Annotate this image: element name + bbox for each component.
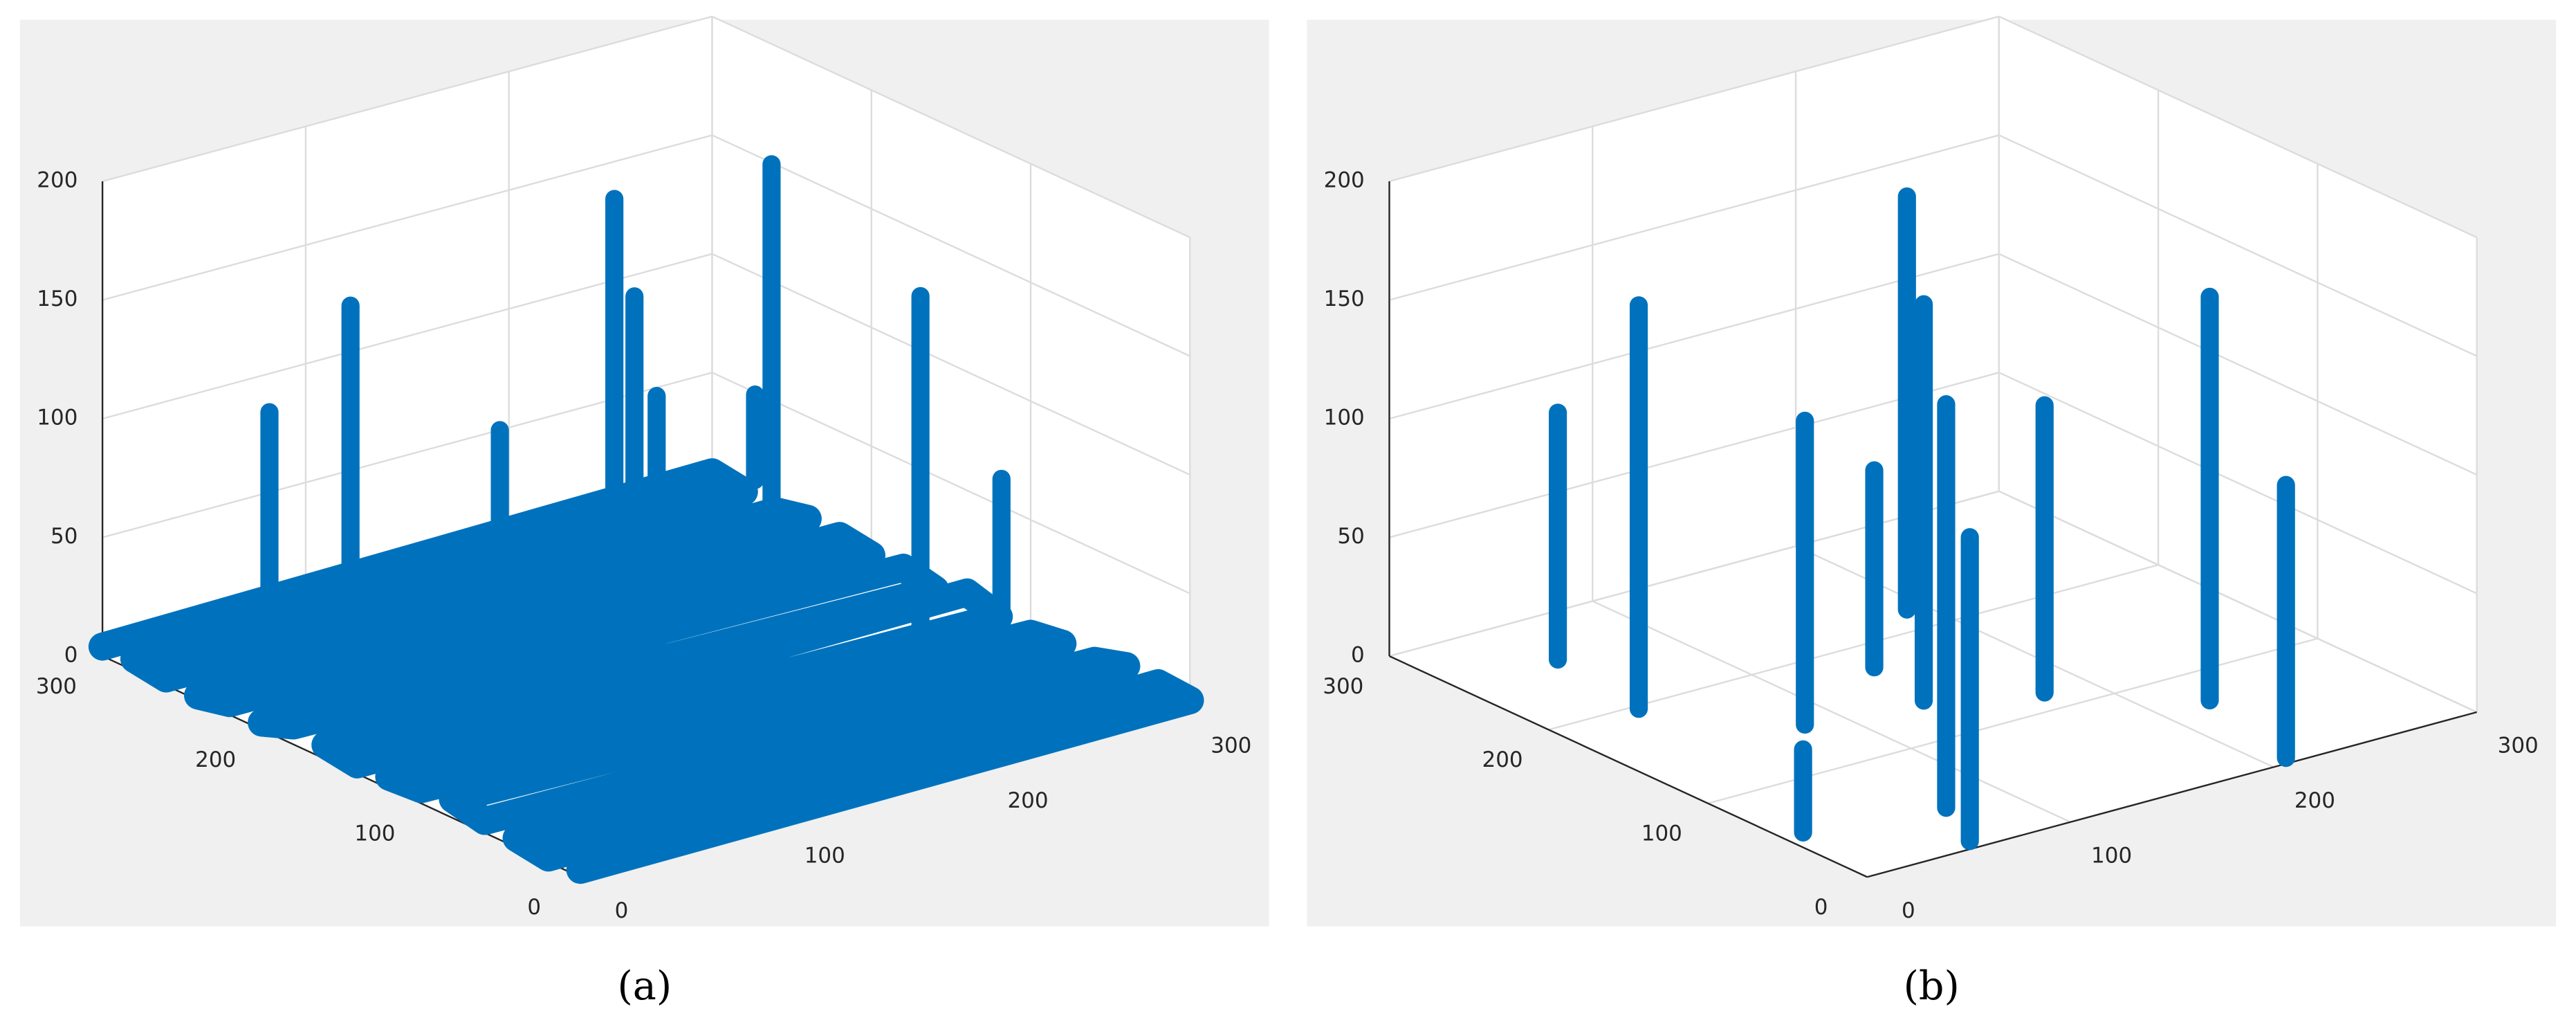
- z-tick-label: 50: [1337, 524, 1364, 549]
- grid-line: [1998, 490, 2478, 714]
- z-tick-label: 0: [64, 643, 78, 668]
- x-tick-label: 100: [804, 843, 845, 868]
- caption: (a): [617, 963, 672, 1009]
- grid-line: [1592, 600, 2071, 823]
- y-tick-label: 200: [195, 747, 236, 772]
- point-cloud: [88, 458, 1204, 884]
- y-tick-label: 300: [36, 674, 77, 699]
- z-tick-label: 200: [37, 168, 77, 193]
- grid-line: [1389, 253, 2000, 420]
- grid-line: [1998, 134, 2478, 357]
- x-tick-label: 300: [2498, 734, 2539, 758]
- grid-line: [1998, 253, 2478, 476]
- z-tick-label: 100: [37, 406, 77, 430]
- y-tick-label: 200: [1482, 747, 1523, 772]
- grid-line: [1998, 15, 2478, 239]
- y-tick-label: 300: [1323, 674, 1363, 699]
- grid-line: [1548, 564, 2159, 731]
- grid-line: [1998, 372, 2478, 594]
- x-tick-label: 0: [1902, 898, 1915, 923]
- y-tick-label: 0: [527, 895, 541, 920]
- caption: (b): [1904, 963, 1960, 1009]
- z-tick-label: 0: [1351, 643, 1365, 668]
- z-tick-label: 150: [1324, 287, 1365, 311]
- x-tick-label: 200: [2294, 788, 2335, 813]
- grid-line: [1389, 490, 2000, 657]
- grid-line: [1389, 15, 2000, 183]
- y-tick-label: 100: [354, 821, 395, 846]
- grid-line: [1389, 134, 2000, 301]
- grid-line: [711, 134, 1190, 357]
- grid-line: [102, 15, 712, 183]
- x-tick-label: 200: [1007, 788, 1048, 813]
- z-tick-label: 50: [50, 524, 77, 549]
- z-tick-label: 150: [37, 287, 77, 311]
- x-tick-label: 300: [1211, 734, 1251, 758]
- panel: 0 100 200 300 0 100 200 300 0 50 100 150 200 (a): [20, 15, 1269, 1009]
- grid-line: [711, 15, 1190, 239]
- y-tick-label: 0: [1814, 895, 1828, 920]
- x-tick-label: 100: [2091, 843, 2132, 868]
- grid-line: [1389, 372, 2000, 538]
- z-tick-label: 100: [1324, 406, 1365, 430]
- grid-line: [102, 134, 712, 301]
- grid-line: [711, 372, 1190, 594]
- panel: 0 100 200 300 0 100 200 300 0 50 100 150 200 (b): [1307, 15, 2556, 1009]
- y-tick-label: 100: [1641, 821, 1682, 846]
- z-tick-label: 200: [1324, 168, 1365, 193]
- grid-line: [711, 253, 1190, 476]
- y-axis: [1388, 655, 1868, 878]
- x-tick-label: 0: [615, 898, 629, 923]
